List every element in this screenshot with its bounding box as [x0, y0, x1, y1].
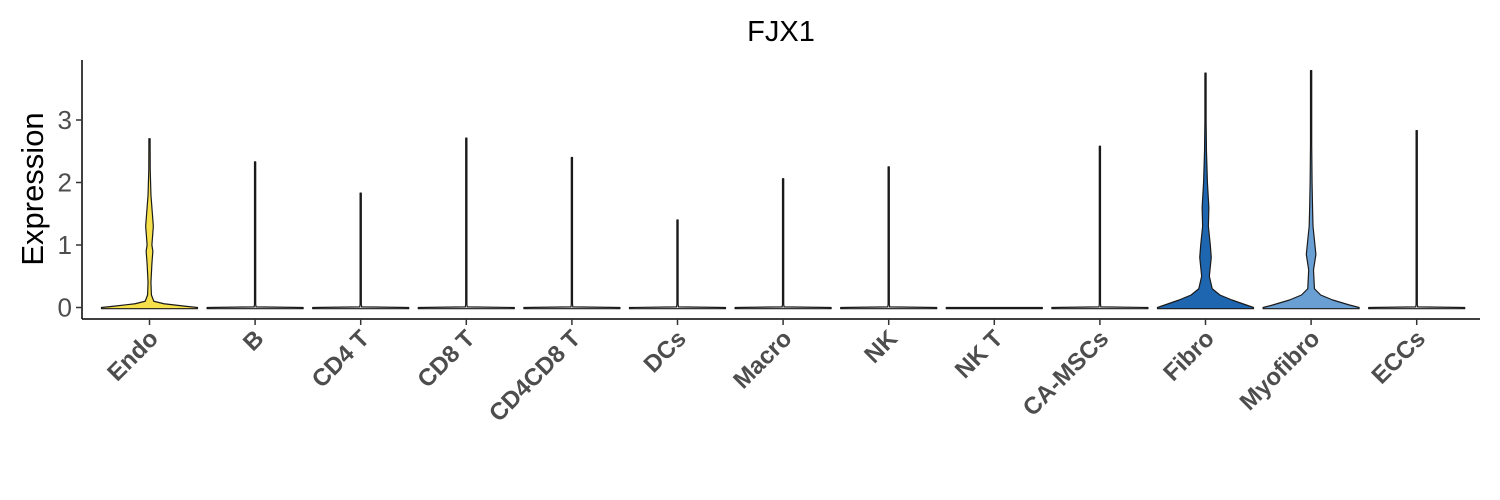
violin-eccs [1368, 130, 1466, 310]
violins [100, 70, 1466, 310]
x-tick-label: NK T [950, 325, 1009, 384]
violin-dcs [628, 219, 727, 310]
x-tick-label: CA-MSCs [1018, 325, 1114, 421]
y-tick-label: 0 [58, 293, 72, 323]
violin-nk-t [945, 306, 1043, 310]
x-tick-label: Endo [102, 325, 164, 387]
violin-myofibro [1262, 70, 1360, 310]
violin-fibro [1156, 72, 1255, 310]
x-tick-label: B [238, 325, 269, 356]
violin-b [206, 161, 304, 310]
x-tick-label: ECCs [1367, 325, 1431, 389]
x-ticks: Endo B CD4 T CD8 T CD4CD8 T DCs Macro NK NK T CA-… [102, 319, 1431, 427]
y-tick-label: 2 [58, 168, 72, 198]
violin-endo [100, 138, 199, 310]
x-tick-label: Fibro [1158, 325, 1220, 387]
x-tick-label: Myofibro [1235, 325, 1326, 416]
x-tick-label: NK [859, 325, 903, 369]
violin-macro [734, 178, 832, 310]
chart-title: FJX1 [747, 16, 815, 48]
x-tick-label: CD4CD8 T [484, 325, 586, 427]
violin-cd4cd8-t [523, 156, 621, 310]
y-tick-label: 1 [58, 230, 72, 260]
x-tick-label: Macro [728, 325, 797, 394]
x-tick-label: CD8 T [412, 325, 480, 393]
y-tick-label: 3 [58, 105, 72, 135]
y-ticks: 0 1 2 3 [58, 105, 82, 323]
violin-nk [840, 166, 938, 310]
y-axis-label: Expression [15, 112, 50, 265]
x-tick-label: DCs [639, 325, 692, 378]
violin-ca-mscs [1051, 145, 1149, 310]
violin-cd8-t [417, 137, 515, 310]
x-tick-label: CD4 T [307, 325, 375, 393]
violin-cd4-t [312, 192, 410, 310]
